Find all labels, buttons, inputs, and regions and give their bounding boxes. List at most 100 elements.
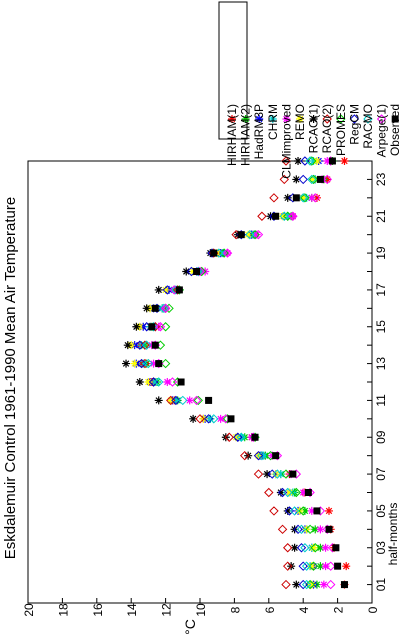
legend-label-racmo: RACMO: [361, 104, 375, 149]
data-point-arpege-1: [322, 174, 332, 185]
data-point-promes: [291, 487, 302, 498]
data-point-observed: [304, 489, 312, 496]
data-point-observed: [272, 452, 280, 460]
x-tick-label: 05: [374, 504, 388, 518]
data-point-remo: [144, 378, 153, 386]
data-point-regcm: [298, 561, 308, 571]
x-tick-label: 03: [374, 541, 388, 555]
data-point-racmo: [159, 303, 169, 314]
data-point-rcao-1: [283, 193, 292, 202]
legend-marker-chrm: [268, 115, 277, 123]
data-point-clmimproved: [163, 378, 172, 386]
data-point-rcao-2: [224, 432, 234, 442]
data-point-observed: [340, 581, 348, 589]
data-point-rcao-1: [154, 285, 163, 294]
data-point-remo: [278, 212, 287, 221]
data-point-observed: [155, 360, 163, 368]
x-axis-label: half-months: [386, 503, 400, 566]
y-tick-label: 16: [91, 603, 105, 617]
data-point-rcao-2: [140, 358, 150, 369]
data-point-regcm: [233, 432, 243, 442]
data-point-rcao-2: [269, 506, 279, 516]
data-point-promes: [305, 524, 315, 535]
data-point-promes: [308, 561, 319, 571]
data-point-clmimproved: [299, 488, 308, 497]
data-point-observed: [205, 396, 213, 404]
data-point-observed: [210, 249, 218, 257]
data-point-promes: [310, 543, 320, 553]
data-points: [122, 156, 351, 590]
data-point-observed: [289, 470, 297, 478]
legend-marker-observed: [391, 115, 399, 123]
legend-label-regcm: RegCM: [347, 104, 361, 145]
data-point-remo: [312, 157, 321, 165]
x-tick-label: 09: [374, 430, 388, 444]
data-point-clmimproved: [185, 396, 194, 405]
data-point-regcm: [171, 395, 181, 406]
data-point-rcao-1: [142, 304, 151, 313]
data-point-remo: [285, 488, 294, 497]
data-point-rcao-1: [154, 396, 163, 405]
data-point-observed: [177, 378, 185, 386]
legend-label-rcao-1: RCAO(1): [307, 104, 321, 153]
data-point-clmimproved: [216, 414, 225, 423]
data-point-racmo: [307, 174, 317, 185]
x-tick-label: 15: [374, 320, 388, 334]
data-point-hirham-2: [316, 543, 325, 552]
data-point-rcao-2: [240, 450, 250, 461]
y-tick-label: 8: [228, 606, 242, 613]
data-point-racmo: [301, 561, 312, 571]
data-point-racmo: [283, 487, 293, 498]
data-point-racmo: [272, 469, 283, 479]
data-point-rcao-1: [182, 267, 191, 276]
data-point-rcao-2: [281, 156, 291, 166]
data-point-chrm: [259, 451, 268, 460]
data-point-racmo: [279, 211, 289, 221]
data-point-rcao-1: [292, 580, 301, 589]
data-point-clmimproved: [288, 212, 297, 221]
data-point-remo: [307, 580, 316, 589]
data-point-racmo: [209, 414, 219, 424]
data-point-racmo: [154, 377, 164, 387]
y-tick-label: 2: [332, 606, 346, 613]
data-point-racmo: [296, 524, 307, 535]
data-point-promes: [305, 579, 315, 590]
data-point-rcao-1: [276, 488, 285, 497]
x-tick-label: 17: [374, 283, 388, 297]
data-point-observed: [148, 323, 156, 331]
data-point-remo: [299, 193, 308, 202]
data-point-clmimproved: [149, 359, 158, 368]
data-point-rcao-2: [257, 211, 267, 221]
data-point-rcao-1: [189, 414, 198, 423]
data-point-clmimproved: [252, 230, 261, 239]
data-point-racmo: [236, 432, 246, 442]
data-point-rcao-2: [281, 579, 291, 590]
legend-marker-hirham-1: [228, 115, 236, 123]
data-point-regcm: [162, 285, 173, 295]
data-point-observed: [328, 157, 336, 165]
x-tick-label: 13: [374, 357, 388, 371]
data-point-racmo: [143, 358, 154, 369]
data-point-observed: [251, 433, 259, 441]
data-point-promes: [307, 156, 317, 166]
x-tick-label: 07: [374, 467, 388, 481]
legend-label-hirham-2: HIRHAM(2): [239, 104, 253, 166]
y-tick-label: 14: [125, 603, 139, 617]
x-axis: 01 03 05 07 09 11 13 15 17 19 21 23: [367, 160, 388, 591]
data-point-clmimproved: [319, 580, 328, 589]
legend-marker-regcm: [349, 114, 360, 124]
data-point-clmimproved: [316, 525, 325, 534]
data-point-observed: [334, 562, 342, 570]
data-point-observed: [325, 525, 333, 533]
data-point-observed: [272, 212, 280, 220]
data-point-rcao-1: [123, 341, 132, 350]
data-point-regcm: [253, 450, 264, 461]
data-point-chrm: [139, 359, 148, 368]
data-point-clmimproved: [307, 506, 316, 515]
y-axis: 0 2 4 6 8 10 12 14 16 18 20: [22, 598, 380, 617]
data-point-observed: [227, 415, 235, 423]
data-point-promes: [281, 469, 291, 479]
data-point-rcao-2: [269, 193, 279, 203]
data-point-regcm: [136, 358, 147, 369]
